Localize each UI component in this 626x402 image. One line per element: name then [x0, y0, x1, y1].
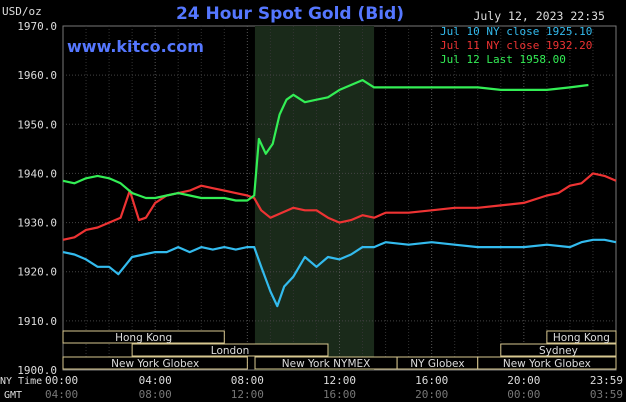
series-line-1: [62, 238, 617, 308]
x-tick-label-gmt: 04:00: [45, 388, 78, 401]
x-tick-label-ny: 16:00: [415, 374, 448, 387]
x-tick-label-gmt: 08:00: [139, 388, 172, 401]
session-label: Hong Kong: [115, 332, 172, 344]
chart-datetime: July 12, 2023 22:35: [473, 9, 605, 23]
session-bar: [477, 356, 617, 370]
session-bar: [62, 356, 248, 370]
session-label: Hong Kong: [553, 332, 610, 344]
legend-item-jul11: Jul 11 NY close 1932.20: [440, 39, 592, 52]
x-tick-label-ny: 08:00: [231, 374, 264, 387]
x-tick-label-gmt: 12:00: [231, 388, 264, 401]
x-tick-label-gmt: 20:00: [415, 388, 448, 401]
nymex-session-highlight: [254, 26, 375, 370]
y-tick-label: 1900.0: [17, 364, 57, 377]
y-tick-label: 1910.0: [17, 315, 57, 328]
x-tick-label-gmt: 00:00: [507, 388, 540, 401]
x-tick-label-ny: 23:59: [590, 374, 623, 387]
series-line-2: [62, 172, 617, 241]
y-tick-label: 1970.0: [17, 20, 57, 33]
x-tick-label-gmt: 16:00: [323, 388, 356, 401]
y-tick-label: 1950.0: [17, 118, 57, 131]
x-axis-tick-labels: 00:00 04:00 08:00 12:00 16:00 20:00 23:5904:00…: [45, 374, 623, 401]
gmt-axis-label: GMT: [4, 390, 22, 401]
y-tick-label: 1930.0: [17, 217, 57, 230]
session-bar: [131, 343, 329, 357]
kitco-watermark: www.kitco.com: [67, 37, 204, 56]
session-label: London: [211, 345, 250, 357]
x-tick-label-ny: 04:00: [139, 374, 172, 387]
session-label: New York Globex: [503, 358, 591, 370]
legend-item-jul10: Jul 10 NY close 1925.10: [440, 25, 592, 38]
y-unit-label: USD/oz: [2, 5, 42, 18]
session-label: NY Globex: [410, 358, 464, 370]
series-line-3: [62, 78, 589, 202]
legend: Jul 10 NY close 1925.10 Jul 11 NY close …: [440, 25, 592, 66]
x-tick-label-gmt: 03:59: [590, 388, 623, 401]
x-tick-label-ny: 12:00: [323, 374, 356, 387]
session-label: New York Globex: [111, 358, 199, 370]
y-tick-label: 1960.0: [17, 69, 57, 82]
session-bar: [546, 330, 617, 344]
chart-title: 24 Hour Spot Gold (Bid): [176, 4, 404, 24]
session-label: New York NYMEX: [282, 358, 371, 370]
session-bar: [62, 330, 225, 344]
session-bar: [500, 343, 617, 357]
session-label: Sydney: [539, 345, 578, 357]
price-series-lines: [62, 78, 617, 308]
legend-item-jul12: Jul 12 Last 1958.00: [440, 53, 566, 66]
ny-time-axis-label: NY Time: [0, 376, 42, 387]
y-axis-tick-labels: 1900.0 1910.0 1920.0 1930.0 1940.0 1950.0 1960…: [17, 20, 57, 377]
y-tick-label: 1920.0: [17, 266, 57, 279]
y-tick-label: 1940.0: [17, 167, 57, 180]
x-tick-label-ny: 00:00: [45, 374, 78, 387]
x-tick-label-ny: 20:00: [507, 374, 540, 387]
